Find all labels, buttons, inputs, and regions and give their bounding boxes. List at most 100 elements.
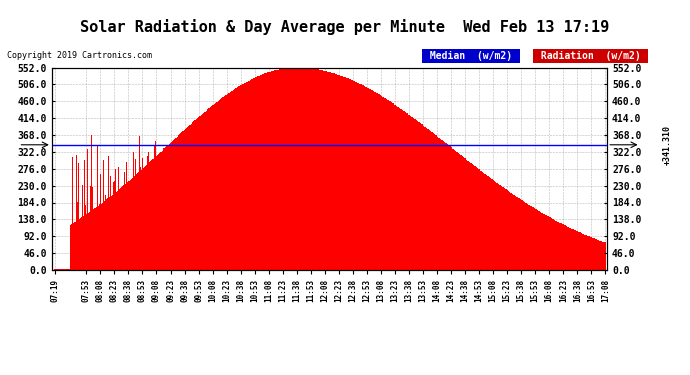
Bar bbox=[335, 74, 337, 270]
Bar bbox=[420, 123, 421, 270]
Bar bbox=[491, 178, 492, 270]
Bar bbox=[177, 136, 179, 270]
Bar bbox=[591, 237, 592, 270]
Bar bbox=[389, 101, 390, 270]
Bar bbox=[400, 108, 401, 270]
Bar bbox=[414, 119, 415, 270]
Bar bbox=[69, 269, 70, 270]
Bar bbox=[424, 126, 425, 270]
Bar bbox=[502, 187, 503, 270]
Bar bbox=[487, 176, 488, 270]
Bar bbox=[183, 130, 184, 270]
Bar bbox=[192, 123, 193, 270]
Bar bbox=[360, 84, 361, 270]
Bar bbox=[219, 99, 221, 270]
Bar bbox=[588, 236, 589, 270]
Bar bbox=[405, 112, 406, 270]
Bar bbox=[99, 204, 100, 270]
Bar bbox=[560, 223, 561, 270]
Bar bbox=[461, 155, 462, 270]
Bar bbox=[498, 184, 499, 270]
Bar bbox=[81, 217, 82, 270]
Bar bbox=[545, 215, 546, 270]
Bar bbox=[225, 95, 226, 270]
Bar bbox=[537, 210, 538, 270]
Bar bbox=[406, 113, 408, 270]
Bar bbox=[375, 92, 376, 270]
Bar bbox=[111, 195, 112, 270]
Bar bbox=[412, 117, 413, 270]
Bar bbox=[297, 68, 298, 270]
Bar bbox=[361, 84, 362, 270]
Bar bbox=[573, 230, 574, 270]
Bar bbox=[388, 100, 389, 270]
Bar bbox=[300, 68, 301, 270]
Bar bbox=[139, 136, 140, 270]
Bar bbox=[215, 103, 216, 270]
Bar bbox=[280, 69, 282, 270]
Bar bbox=[347, 78, 348, 270]
Bar bbox=[312, 69, 313, 270]
Bar bbox=[559, 222, 560, 270]
Bar bbox=[499, 185, 500, 270]
Bar bbox=[97, 146, 98, 270]
Bar bbox=[170, 143, 171, 270]
Bar bbox=[75, 222, 76, 270]
Bar bbox=[484, 174, 485, 270]
Bar bbox=[517, 197, 518, 270]
Text: Copyright 2019 Cartronics.com: Copyright 2019 Cartronics.com bbox=[7, 51, 152, 60]
Bar bbox=[345, 77, 346, 270]
Bar bbox=[257, 76, 258, 270]
Bar bbox=[416, 120, 417, 270]
Bar bbox=[246, 82, 247, 270]
Bar bbox=[368, 88, 369, 270]
Bar bbox=[290, 68, 292, 270]
Bar bbox=[63, 269, 64, 270]
Bar bbox=[550, 217, 551, 270]
Bar bbox=[282, 69, 283, 270]
Bar bbox=[204, 112, 205, 270]
Bar bbox=[531, 206, 532, 270]
Bar bbox=[488, 176, 489, 270]
Bar bbox=[415, 119, 416, 270]
Bar bbox=[555, 220, 556, 270]
Bar bbox=[209, 108, 210, 270]
Bar bbox=[521, 200, 522, 270]
Bar bbox=[247, 81, 248, 270]
Bar bbox=[245, 82, 246, 270]
Bar bbox=[334, 74, 335, 270]
Bar bbox=[541, 213, 542, 270]
Bar bbox=[256, 77, 257, 270]
Bar bbox=[520, 199, 521, 270]
Bar bbox=[458, 153, 459, 270]
Bar bbox=[255, 77, 256, 270]
Bar bbox=[156, 156, 157, 270]
Bar bbox=[200, 116, 201, 270]
Bar bbox=[235, 88, 237, 270]
Bar bbox=[403, 111, 404, 270]
Bar bbox=[460, 154, 461, 270]
Bar bbox=[196, 119, 197, 270]
Bar bbox=[241, 85, 242, 270]
Bar bbox=[477, 168, 479, 270]
Bar bbox=[262, 75, 263, 270]
Text: Median  (w/m2): Median (w/m2) bbox=[424, 51, 518, 61]
Bar bbox=[533, 207, 534, 270]
Bar bbox=[310, 68, 311, 270]
Bar bbox=[575, 230, 576, 270]
Bar bbox=[329, 72, 330, 270]
Bar bbox=[160, 153, 161, 270]
Bar bbox=[512, 194, 513, 270]
Bar bbox=[451, 148, 453, 270]
Bar bbox=[542, 213, 543, 270]
Bar bbox=[212, 105, 213, 270]
Bar bbox=[324, 71, 325, 270]
Bar bbox=[519, 198, 520, 270]
Bar bbox=[270, 72, 271, 270]
Bar bbox=[413, 118, 414, 270]
Bar bbox=[76, 155, 77, 270]
Bar bbox=[197, 118, 198, 270]
Bar bbox=[221, 98, 222, 270]
Bar bbox=[279, 69, 280, 270]
Bar bbox=[322, 70, 324, 270]
